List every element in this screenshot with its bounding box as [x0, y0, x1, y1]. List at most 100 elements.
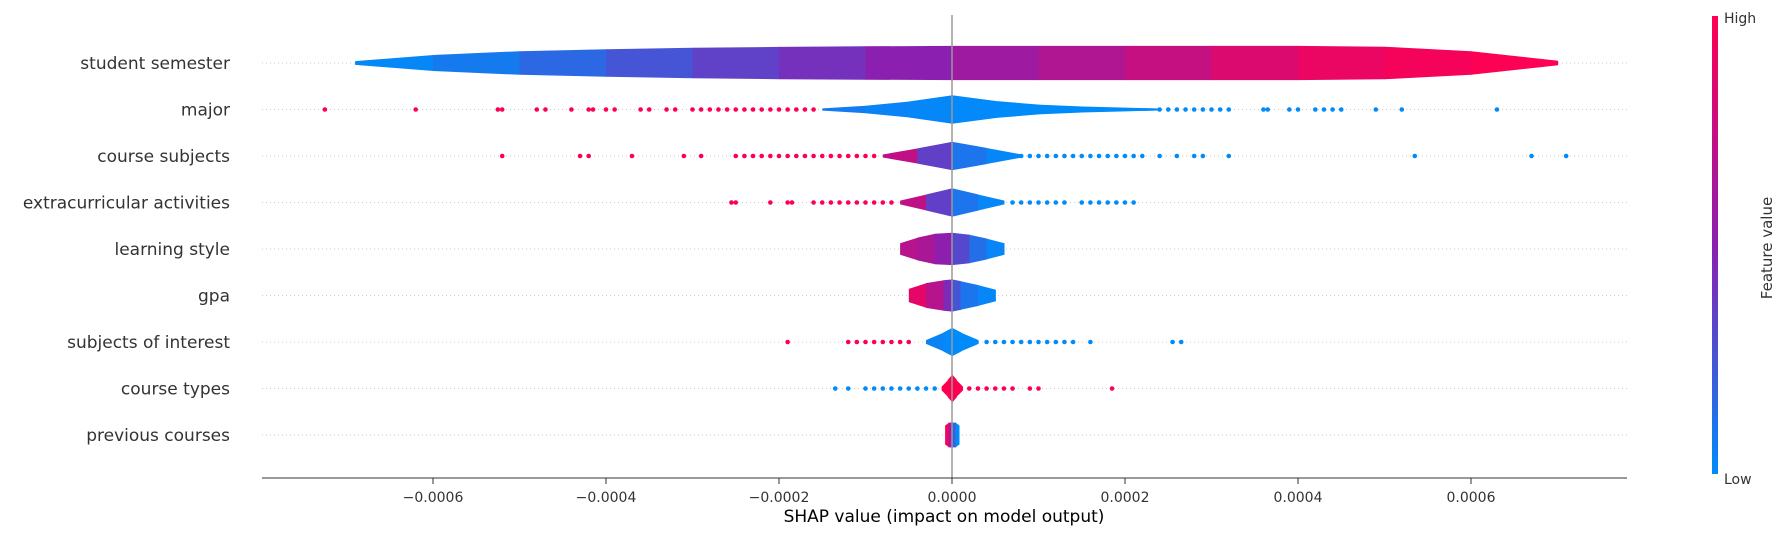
shap-point-high [819, 200, 825, 205]
feature-label: extracurricular activities [23, 194, 230, 214]
feature-row-student-semester: student semester [80, 45, 1627, 81]
x-tick-label: −0.0002 [749, 490, 810, 506]
violin-segment [955, 422, 960, 448]
shap-point-high [854, 339, 860, 345]
shap-point-low [1079, 153, 1085, 159]
shap-point-low [1027, 153, 1033, 159]
x-tick-label: 0.0000 [928, 490, 977, 506]
shap-point-low [1261, 107, 1266, 112]
x-axis-ticks: −0.0006 −0.0004 −0.0002 0.0000 0.0002 0.0004 0… [403, 478, 1496, 506]
shap-point-low [1027, 339, 1033, 345]
violin-segment [945, 422, 950, 448]
shap-point-high [889, 200, 894, 205]
violin-segment [865, 101, 910, 118]
shap-point-high [880, 339, 886, 345]
shap-point-high [992, 386, 998, 391]
feature-label: subjects of interest [67, 333, 230, 353]
shap-point-low [832, 386, 838, 391]
feature-row-course-types: course types [121, 374, 1627, 403]
violin-segment [908, 95, 953, 124]
violin-segment [956, 379, 963, 398]
shap-point-low [1062, 339, 1067, 345]
violin-segment [926, 280, 944, 311]
violin-segment [952, 188, 979, 217]
violin-segment [692, 46, 780, 80]
feature-row-course-subjects: course subjects [97, 141, 1627, 171]
shap-point-low [1131, 153, 1136, 159]
shap-point-low [984, 339, 989, 345]
violin-segment [779, 46, 867, 80]
shap-point-low [1079, 200, 1085, 205]
shap-point-high [785, 153, 790, 159]
shap-point-low [1036, 200, 1041, 205]
shap-point-low [1070, 153, 1076, 159]
shap-point-high [750, 153, 756, 159]
shap-point-high [837, 153, 842, 159]
shap-point-high [646, 107, 652, 112]
shap-point-high [543, 107, 548, 112]
shap-point-low [1170, 339, 1175, 345]
shap-point-high [569, 107, 574, 112]
shap-point-high [733, 107, 739, 112]
violin-segment [917, 233, 936, 265]
shap-point-high [590, 107, 596, 112]
shap-point-high [664, 107, 669, 112]
violin-segment [986, 238, 1005, 260]
shap-point-high [897, 339, 903, 345]
shap-point-high [789, 200, 795, 205]
feature-label: course types [121, 380, 230, 400]
shap-point-high [681, 153, 687, 159]
shap-point-low [1053, 339, 1059, 345]
violin-segment [1298, 45, 1386, 81]
colorbar-high-label: High [1724, 11, 1756, 27]
shap-point-low [1027, 200, 1033, 205]
shap-point-high [854, 200, 860, 205]
shap-point-high [638, 107, 643, 112]
shap-point-high [768, 153, 773, 159]
shap-point-high [819, 153, 825, 159]
shap-point-low [1018, 339, 1024, 345]
shap-point-low [889, 386, 894, 391]
shap-point-high [495, 107, 501, 112]
violin-segment [952, 232, 970, 266]
shap-point-high [906, 339, 912, 345]
shap-point-high [690, 107, 695, 112]
shap-point-low [897, 386, 903, 391]
shap-point-high [629, 153, 635, 159]
shap-point-low [1088, 339, 1093, 345]
shap-point-high [863, 153, 868, 159]
violin-segment [960, 332, 979, 352]
violin-segment [952, 279, 962, 312]
shap-point-high [612, 107, 617, 112]
violin-segment [995, 101, 1040, 118]
violin-segment [606, 47, 694, 79]
violin-segment [941, 379, 949, 398]
shap-point-low [1157, 153, 1162, 159]
shap-point-low [1105, 200, 1110, 205]
feature-label: learning style [114, 240, 230, 260]
shap-point-high [802, 153, 808, 159]
shap-point-low [1226, 107, 1232, 112]
shap-point-high [1001, 386, 1007, 391]
shap-point-low [1287, 107, 1292, 112]
feature-row-gpa: gpa [198, 279, 1627, 312]
violin-segment [1038, 104, 1083, 115]
shap-point-low [1174, 107, 1180, 112]
shap-point-low [1044, 153, 1050, 159]
shap-point-low [1295, 107, 1301, 112]
shap-point-low [1053, 153, 1059, 159]
feature-label: course subjects [97, 147, 230, 167]
x-tick-label: −0.0004 [576, 490, 637, 506]
shap-point-low [1191, 107, 1197, 112]
shap-point-low [1053, 200, 1059, 205]
shap-point-low [915, 386, 920, 391]
violin-segment [943, 279, 953, 312]
violin-segment [908, 283, 927, 308]
shap-point-low [1036, 339, 1041, 345]
shap-point-high [759, 153, 764, 159]
shap-point-high [871, 153, 877, 159]
shap-point-high [1010, 386, 1015, 391]
violin-segment [978, 285, 996, 306]
violin-segment [969, 234, 988, 264]
shap-point-high [759, 107, 764, 112]
